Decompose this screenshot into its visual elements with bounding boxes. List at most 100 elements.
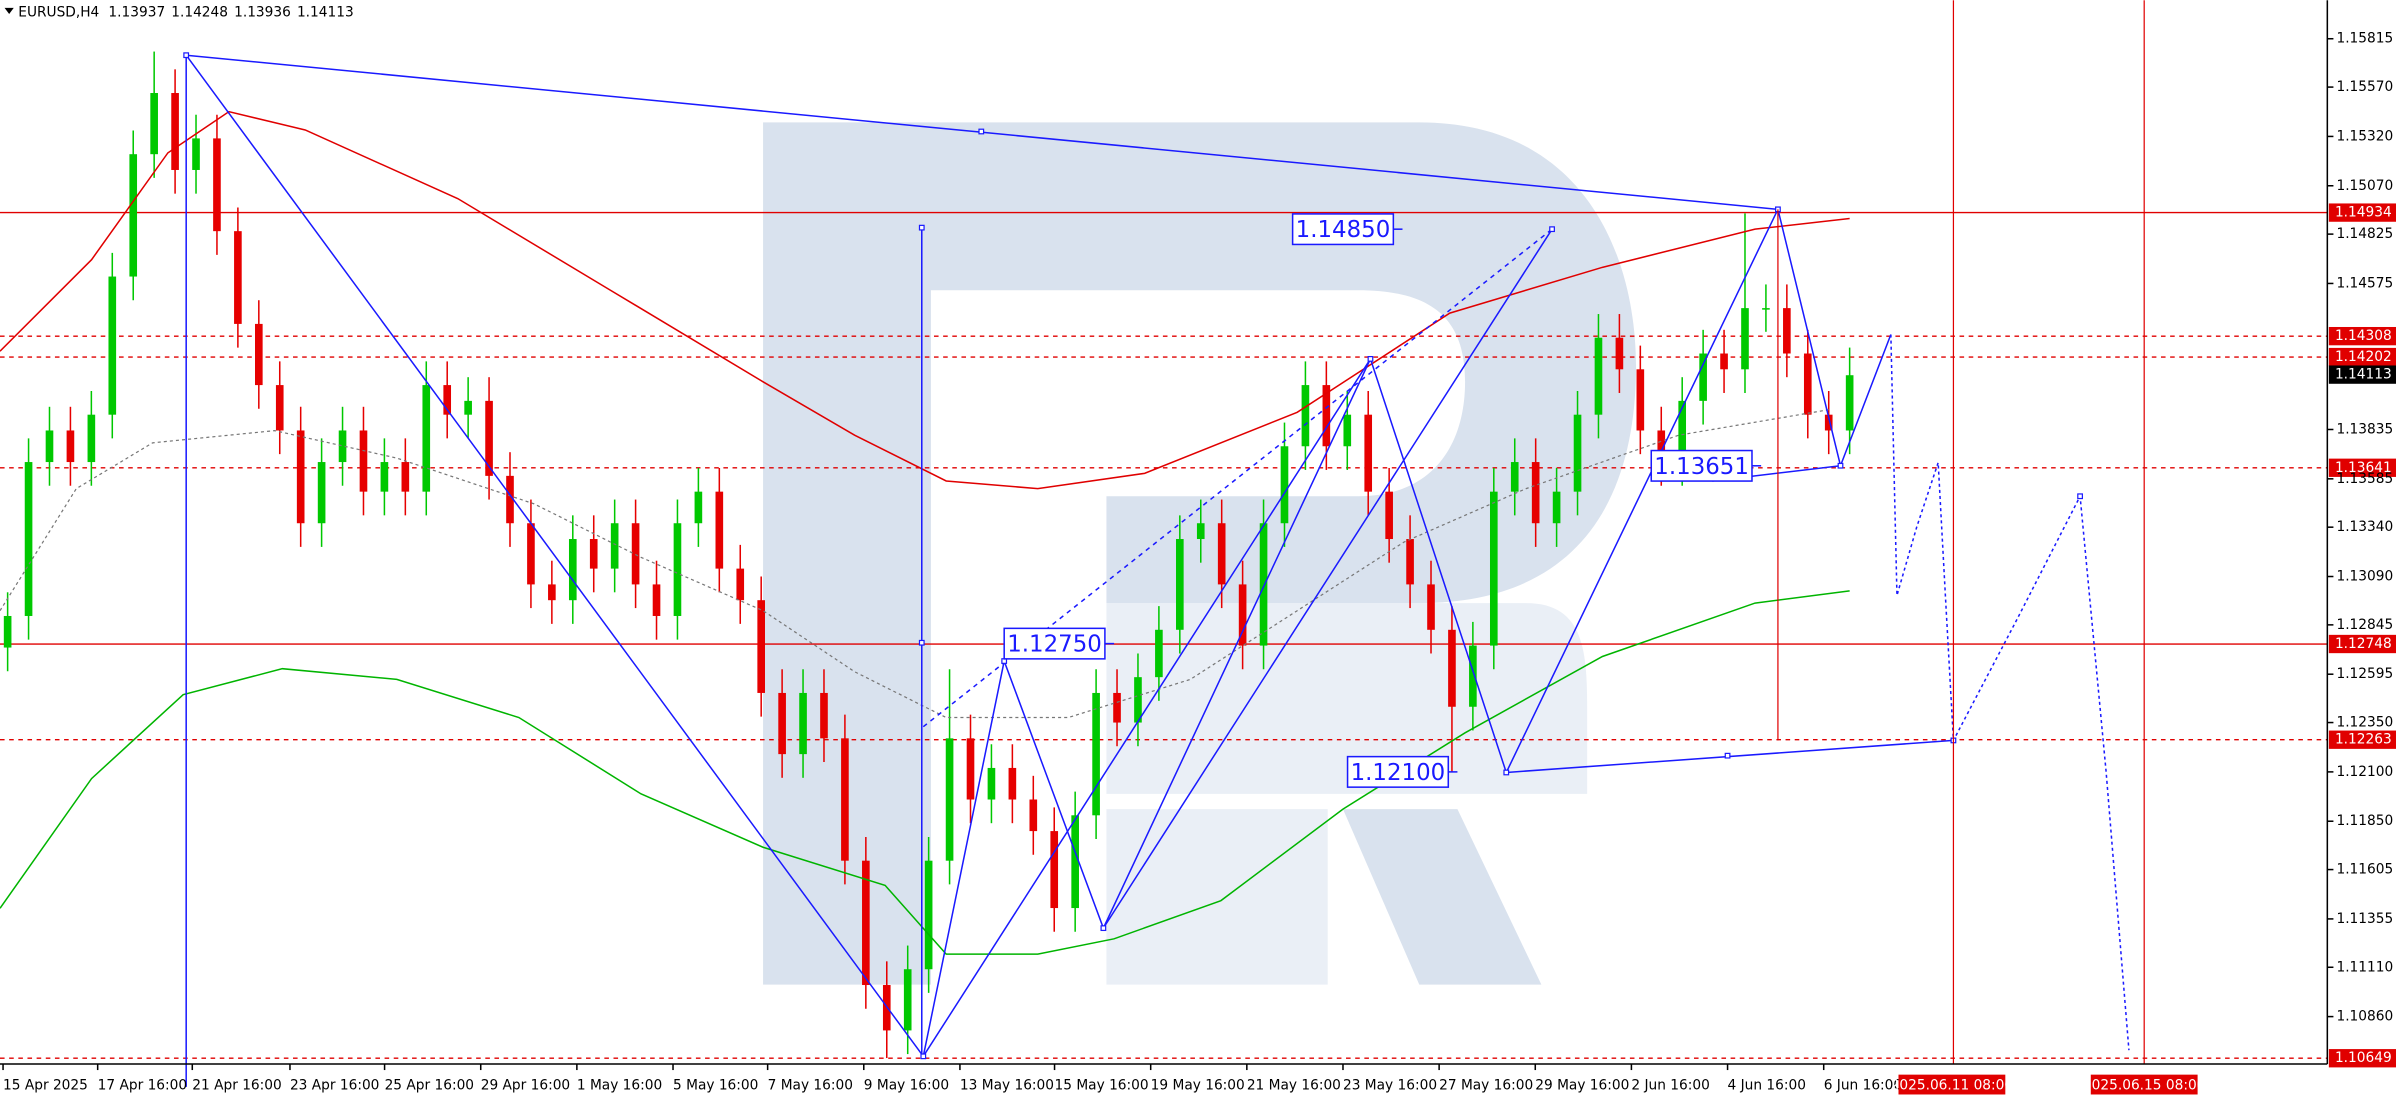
trend-line [922,358,1372,1057]
header-value: 1.13936 [234,4,291,20]
indicators [0,110,1850,955]
header-value: 1.14248 [171,4,228,20]
candle-body [296,430,305,524]
y-tick-label: 1.15320 [2336,128,2393,144]
y-tick-label: 1.14575 [2336,275,2393,291]
candle-body [1678,400,1687,463]
analysis-drawings [183,52,2130,1087]
handle [1837,462,1844,469]
y-tick-label: 1.13835 [2336,421,2393,437]
candle-body [1448,629,1456,707]
candle-body [1238,584,1247,646]
candle-body [757,600,765,693]
price-label-bg [2328,634,2396,654]
handle [920,1053,927,1060]
candle-body [987,767,996,800]
header-symbol: EURUSD,H4 [18,4,99,20]
y-tick-label: 1.13090 [2336,569,2393,585]
price-label: 1.12263 [2335,732,2392,748]
candle-body [401,462,410,492]
candle-body [66,430,75,463]
y-tick-label: 1.15570 [2336,79,2393,95]
handle [1503,769,1510,776]
y-tick-label: 1.13585 [2336,471,2393,487]
annotation-box [1346,755,1450,788]
candle-body [1134,677,1142,723]
candle-body [1762,308,1770,310]
time-marker-label: 2025.06.15 08:00 [2083,1077,2205,1093]
candle-body [1280,446,1289,524]
candle-body [234,231,242,324]
y-tick-label: 1.13340 [2336,519,2393,535]
handle [1100,925,1107,932]
annotation-label: 1.12100 [1351,760,1446,786]
x-tick-label: 7 May 16:00 [768,1077,853,1093]
y-tick-label: 1.11850 [2336,813,2393,829]
candle-body [862,860,870,986]
candle-body [589,539,598,569]
y-tick-label: 1.12595 [2336,666,2393,682]
candle-body [1071,815,1079,909]
x-tick-label: 17 Apr 16:00 [98,1077,187,1093]
annotation-box [1291,213,1395,246]
price-label: 1.14308 [2335,328,2392,344]
x-tick-label: 29 Apr 16:00 [481,1077,570,1093]
candle-body [1050,831,1059,909]
x-tick-label: 15 Apr 2025 [3,1077,88,1093]
y-tick-label: 1.10860 [2336,1009,2393,1025]
candle-body [1196,523,1205,540]
candle-body [1741,308,1749,370]
candle-body [1364,414,1373,492]
forecast-path [1890,334,2130,1051]
price-label: 1.10649 [2335,1050,2392,1066]
plot-area [0,51,2328,1059]
candle-body [527,523,535,585]
x-tick-label: 25 Apr 16:00 [385,1077,474,1093]
x-tick-label: 19 May 16:00 [1151,1077,1245,1093]
x-tick-label: 21 Apr 16:00 [192,1077,281,1093]
annotation-box [1003,627,1106,660]
candle-body [1615,337,1624,370]
time-marker-label: 2025.06.11 08:00 [1891,1077,2013,1093]
price-label-bg [2328,347,2396,367]
header-value: 1.13937 [108,4,165,20]
candle-body [1176,539,1184,630]
moving-average-slow [0,110,1850,490]
header-value: 1.14113 [297,4,354,20]
candle-body [443,385,452,415]
candle-body [1573,414,1582,492]
candle-body [1803,353,1812,415]
candle-body [1720,353,1728,370]
candle-body [1531,462,1540,524]
moving-average-long [0,590,1850,955]
candle-body [422,385,431,492]
annotation-label: 1.13651 [1654,454,1749,480]
handle [183,52,190,59]
candle-body [1427,584,1435,630]
trend-line [1102,228,1553,929]
candle-body [631,523,640,585]
candle-body [652,584,661,616]
candle-body [778,692,786,755]
x-tick-label: 13 May 16:00 [960,1077,1054,1093]
candle-body [254,323,263,386]
candle-body [1008,767,1017,800]
candle-body [192,138,200,170]
current-price-bg [2328,365,2396,384]
candle-body [1845,375,1854,431]
candle-body [108,276,117,415]
x-tick-label: 1 May 16:00 [577,1077,662,1093]
price-label-bg [2328,326,2396,346]
handle [1724,752,1731,759]
menu-triangle [4,7,14,14]
candle-body [485,400,493,476]
candle-body [45,430,54,463]
candle-body [903,969,912,1031]
overlay: 1.14934 1.14308 1.14202 1.13641 1.12748 1.122… [1003,203,2396,1068]
x-tick-label: 9 May 16:00 [864,1077,949,1093]
candle-body [1594,337,1603,415]
x-tick-label: 27 May 16:00 [1439,1077,1533,1093]
candle-body [380,462,389,492]
price-label: 1.14202 [2335,349,2392,365]
